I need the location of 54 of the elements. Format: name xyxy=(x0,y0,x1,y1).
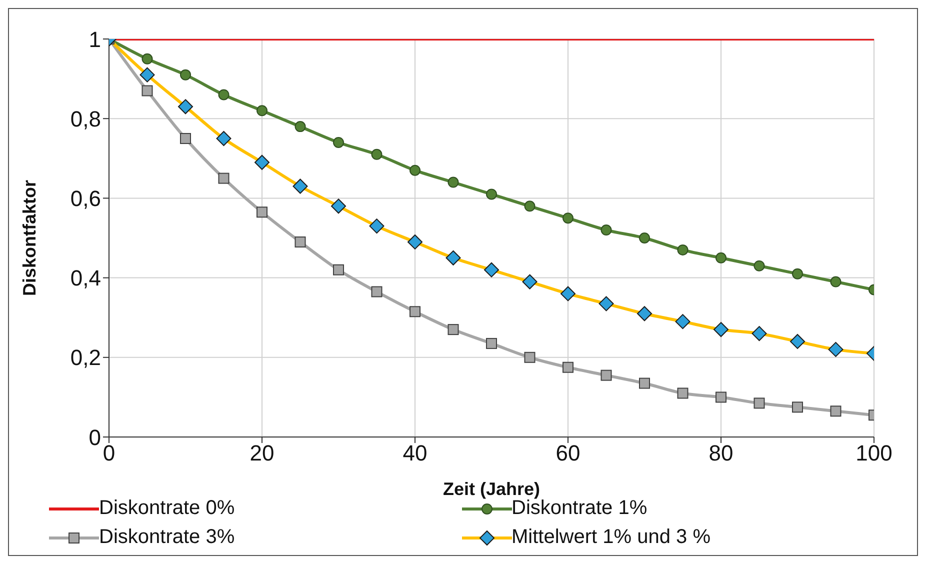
legend-label: Diskontrate 0% xyxy=(99,497,235,520)
x-tick-label: 100 xyxy=(856,440,892,466)
point xyxy=(333,136,344,148)
point xyxy=(486,188,497,200)
point xyxy=(830,406,842,417)
point xyxy=(792,268,803,280)
point xyxy=(600,370,612,381)
point xyxy=(180,69,191,80)
point xyxy=(371,286,382,298)
point xyxy=(294,121,306,132)
point xyxy=(486,338,497,349)
point xyxy=(371,148,382,160)
point xyxy=(716,392,726,403)
legend-label: Mittelwert 1% und 3 % xyxy=(512,526,710,549)
y-tick-label: 0 xyxy=(88,424,101,450)
point xyxy=(218,89,230,100)
y-tick-label: 0,4 xyxy=(70,266,101,291)
y-tick-label: 0,2 xyxy=(70,345,101,370)
point xyxy=(218,172,230,184)
y-tick-label: 1 xyxy=(88,26,101,52)
point xyxy=(142,85,153,96)
point xyxy=(754,398,765,409)
point xyxy=(180,133,191,144)
point xyxy=(754,260,765,272)
point xyxy=(524,352,536,363)
point xyxy=(524,200,536,212)
x-tick-label: 80 xyxy=(708,440,734,466)
point xyxy=(677,388,688,399)
x-axis-title: Zeit (Jahre) xyxy=(442,479,540,499)
x-tick-label: 20 xyxy=(250,440,274,466)
point xyxy=(562,212,574,224)
y-tick-label: 0,8 xyxy=(70,106,101,132)
y-axis-title: Diskontfaktor xyxy=(19,180,40,296)
y-tick-label: 0,6 xyxy=(70,186,101,212)
point xyxy=(716,252,726,264)
x-tick-label: 40 xyxy=(402,440,428,466)
point xyxy=(256,105,268,116)
point xyxy=(830,276,842,288)
point xyxy=(410,306,420,318)
point xyxy=(448,324,459,336)
point xyxy=(410,164,420,176)
point xyxy=(639,232,650,244)
point xyxy=(639,378,650,389)
point xyxy=(677,244,688,256)
point xyxy=(142,53,153,64)
point xyxy=(448,176,459,188)
point xyxy=(294,236,306,248)
point xyxy=(333,264,344,276)
point xyxy=(792,402,803,413)
point xyxy=(256,206,268,218)
x-tick-label: 60 xyxy=(556,440,580,466)
legend-label: Diskontrate 3% xyxy=(99,526,235,549)
point xyxy=(562,362,574,373)
point xyxy=(600,224,612,236)
